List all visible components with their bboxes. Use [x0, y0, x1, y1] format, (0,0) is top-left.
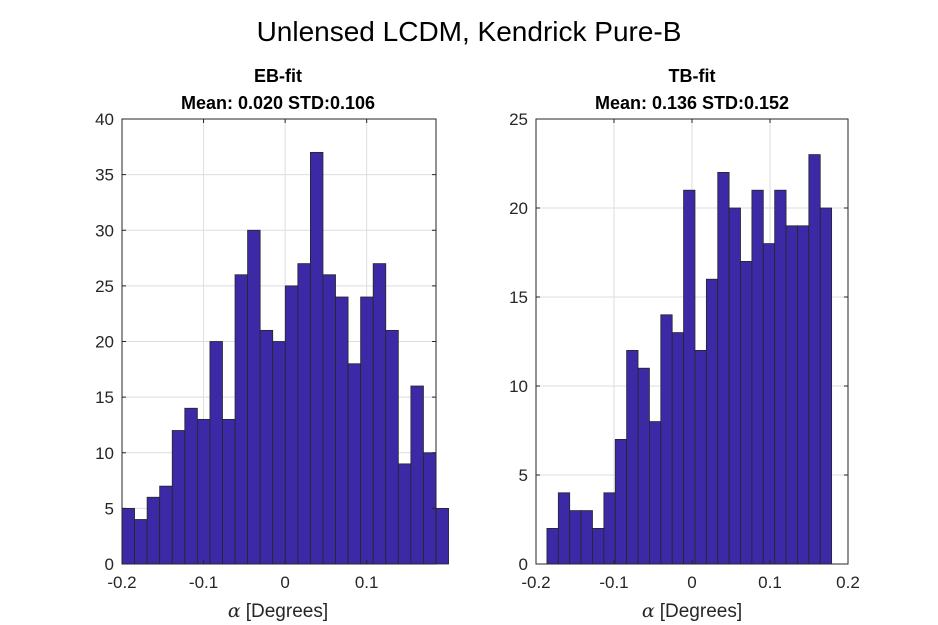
tb-fit-y-tick-label: 25	[509, 110, 528, 129]
eb-fit-bar-16	[322, 274, 336, 565]
eb-fit-x-tick-labels: -0.2 -0.1 0 0.1	[107, 573, 378, 592]
tb-fit-bar-17	[740, 260, 753, 565]
eb-fit-bar-17	[335, 296, 349, 565]
tb-fit-x-tick-label: 0.2	[836, 573, 860, 592]
tb-fit-alpha-symbol: α	[642, 600, 655, 622]
tb-fit-x-axis-label: α [Degrees]	[642, 600, 742, 622]
eb-fit-x-axis-unit: [Degrees]	[246, 601, 328, 622]
eb-fit-y-tick-label: 0	[105, 555, 114, 574]
eb-fit-y-tick-label: 20	[95, 333, 114, 352]
tb-fit-y-tick-label: 20	[509, 199, 528, 218]
tb-fit-bar-19	[762, 243, 776, 565]
eb-fit-bar-15	[309, 151, 324, 565]
eb-fit-y-tick-label: 25	[95, 277, 114, 296]
eb-fit-bar-18	[347, 363, 362, 565]
eb-fit-y-tick-labels: 0 5 10 15 20 25 30 35 40	[95, 110, 114, 574]
tb-fit-x-tick-label: 0.1	[758, 573, 782, 592]
eb-fit-bar-13	[284, 285, 299, 565]
tb-fit-title: TB-fit	[669, 66, 716, 86]
eb-fit-stats: Mean: 0.020 STD:0.106	[181, 93, 375, 113]
tb-fit-bar-18	[751, 189, 764, 565]
tb-fit-bar-2	[569, 510, 582, 565]
eb-fit-y-tick-label: 10	[95, 444, 114, 463]
eb-fit-bar-7	[209, 341, 223, 565]
tb-fit-bar-22	[797, 225, 810, 565]
tb-fit-x-tick-label: -0.2	[521, 573, 550, 592]
eb-fit-panel: EB-fit Mean: 0.020 STD:0.106 -0.2 -0.1 0 0.…	[95, 66, 449, 622]
eb-fit-y-tick-label: 30	[95, 221, 114, 240]
eb-fit-y-tick-label: 40	[95, 110, 114, 129]
tb-fit-y-tick-label: 0	[519, 555, 528, 574]
tb-fit-x-axis-unit: [Degrees]	[660, 601, 742, 622]
eb-fit-bar-4	[171, 430, 186, 565]
tb-fit-y-tick-label: 5	[519, 466, 528, 485]
eb-fit-bars	[121, 151, 449, 565]
tb-fit-bar-4	[592, 528, 605, 565]
eb-fit-bar-10	[247, 229, 261, 565]
eb-fit-bar-0	[121, 507, 135, 565]
tb-fit-bar-23	[808, 154, 821, 565]
eb-fit-bar-3	[159, 485, 173, 565]
tb-fit-bar-1	[557, 492, 571, 565]
tb-fit-bar-12	[683, 189, 696, 565]
eb-fit-x-axis-label: α [Degrees]	[228, 600, 328, 622]
tb-fit-bar-5	[603, 492, 616, 565]
eb-fit-title: EB-fit	[254, 66, 302, 86]
eb-fit-bar-22	[397, 463, 412, 565]
eb-fit-bar-2	[146, 496, 161, 565]
eb-fit-x-tick-label: -0.2	[107, 573, 136, 592]
eb-fit-bar-19	[360, 296, 374, 565]
tb-fit-bar-15	[717, 171, 730, 565]
eb-fit-bar-21	[385, 329, 399, 565]
tb-fit-bar-0	[546, 528, 559, 565]
eb-fit-bar-20	[372, 263, 387, 565]
tb-fit-bar-16	[728, 207, 741, 565]
tb-fit-bar-14	[705, 278, 719, 565]
tb-fit-bars	[546, 154, 833, 565]
eb-fit-axes	[121, 118, 437, 565]
tb-fit-bar-24	[819, 207, 833, 565]
figure-title: Unlensed LCDM, Kendrick Pure-B	[257, 16, 682, 47]
tb-fit-bar-11	[671, 332, 684, 565]
eb-fit-bar-6	[196, 418, 211, 565]
eb-fit-bar-1	[134, 519, 148, 565]
eb-fit-bar-12	[272, 341, 286, 565]
eb-fit-bar-25	[435, 507, 449, 565]
tb-fit-x-tick-labels: -0.2 -0.1 0 0.1 0.2	[521, 573, 859, 592]
eb-fit-bar-14	[297, 263, 311, 565]
eb-fit-bar-11	[259, 329, 274, 565]
eb-fit-y-tick-label: 35	[95, 166, 114, 185]
tb-fit-y-tick-label: 10	[509, 377, 528, 396]
tb-fit-bar-10	[660, 314, 673, 565]
eb-fit-y-tick-label: 5	[105, 499, 114, 518]
tb-fit-bar-7	[626, 349, 639, 565]
tb-fit-bar-8	[637, 367, 650, 565]
tb-fit-bar-21	[785, 225, 798, 565]
eb-fit-bar-8	[222, 418, 236, 565]
tb-fit-y-tick-label: 15	[509, 288, 528, 307]
tb-fit-bar-9	[649, 421, 662, 565]
tb-fit-bar-3	[580, 510, 593, 565]
eb-fit-bar-9	[234, 274, 248, 565]
tb-fit-y-tick-labels: 0 5 10 15 20 25	[509, 110, 528, 574]
eb-fit-x-tick-label: -0.1	[189, 573, 218, 592]
tb-fit-bar-13	[694, 349, 707, 565]
tb-fit-bar-20	[774, 189, 787, 565]
eb-fit-x-tick-label: 0	[280, 573, 289, 592]
eb-fit-bar-23	[410, 385, 424, 565]
eb-fit-bar-5	[184, 407, 198, 565]
eb-fit-x-tick-label: 0.1	[355, 573, 379, 592]
tb-fit-stats: Mean: 0.136 STD:0.152	[595, 93, 789, 113]
tb-fit-bar-6	[614, 438, 628, 565]
eb-fit-alpha-symbol: α	[228, 600, 241, 622]
eb-fit-y-tick-label: 15	[95, 388, 114, 407]
tb-fit-x-tick-label: -0.1	[599, 573, 628, 592]
tb-fit-panel: TB-fit Mean: 0.136 STD:0.152 -0.2 -0.1 0 0.…	[509, 66, 860, 622]
tb-fit-x-tick-label: 0	[687, 573, 696, 592]
tb-fit-axes	[535, 118, 849, 565]
